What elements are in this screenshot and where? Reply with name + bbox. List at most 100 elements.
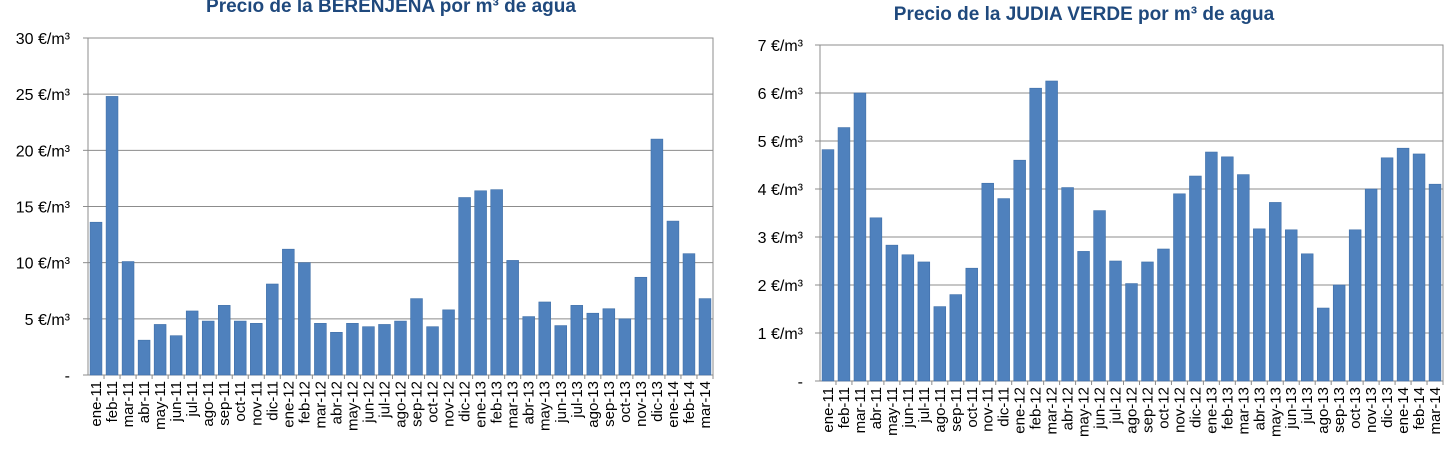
x-tick-label: dic-12 <box>457 381 474 422</box>
bar <box>234 320 247 376</box>
x-tick-label: oct-11 <box>232 381 249 422</box>
bar <box>217 305 231 376</box>
x-tick-label: jun-11 <box>900 387 917 429</box>
bar <box>153 324 167 376</box>
x-tick-label: ene-13 <box>1203 387 1220 434</box>
x-tick-label: mar-11 <box>852 387 869 433</box>
x-tick-label: mar-13 <box>1235 387 1252 435</box>
x-tick-label: feb-13 <box>1219 387 1236 430</box>
bar <box>506 260 519 376</box>
bar <box>426 326 439 376</box>
x-tick-label: jun-11 <box>168 381 185 423</box>
x-tick-label: oct-13 <box>617 381 634 423</box>
x-tick-label: mar-12 <box>1044 387 1061 435</box>
x-tick-label: ago-11 <box>932 387 949 433</box>
x-tick-label: abr-12 <box>328 381 345 424</box>
bar <box>570 305 584 376</box>
x-tick-label: ene-14 <box>1395 387 1412 434</box>
bar <box>105 96 119 376</box>
y-tick-label: 25 €/m³ <box>16 87 71 104</box>
x-tick-label: abr-13 <box>521 381 538 424</box>
x-tick-label: abr-11 <box>136 381 153 423</box>
bar <box>602 308 616 376</box>
bar <box>490 189 503 376</box>
bar <box>997 198 1010 382</box>
bar <box>981 182 994 382</box>
bar <box>1173 193 1186 382</box>
x-tick-label: jul-13 <box>569 381 586 419</box>
x-tick-label: feb-11 <box>836 387 853 428</box>
bar <box>650 138 664 376</box>
x-tick-label: feb-12 <box>296 381 313 424</box>
judia-verde-plot: - 1 €/m³ 2 €/m³ 3 €/m³ 4 €/m³ 5 €/m³ 6 €/m³ 7 €… <box>758 38 1444 437</box>
x-tick-label: sep-12 <box>1139 387 1156 433</box>
bar <box>917 261 931 382</box>
x-tick-label: abr-11 <box>868 387 885 429</box>
x-tick-label: mar-12 <box>312 381 329 429</box>
bar <box>458 197 471 376</box>
x-tick-label: nov-12 <box>1171 387 1188 433</box>
x-tick-label: ago-13 <box>1315 387 1332 434</box>
bar <box>1013 159 1026 382</box>
bar <box>137 339 151 376</box>
x-tick-label: jul-12 <box>376 381 393 419</box>
judia-verde-chart: Precio de la JUDIA VERDE por m³ de agua … <box>722 0 1446 452</box>
bar <box>185 310 199 376</box>
x-tick-label: dic-12 <box>1187 387 1204 428</box>
x-tick-label: mar-14 <box>1427 387 1444 435</box>
x-tick-label: sep-12 <box>409 381 426 427</box>
x-tick-label: jul-13 <box>1299 387 1316 425</box>
x-tick-label: mar-14 <box>697 381 714 429</box>
y-tick-label: 4 €/m³ <box>758 182 804 199</box>
x-tick-label: sep-11 <box>948 387 965 432</box>
bar <box>1061 187 1074 382</box>
bar <box>1285 229 1298 382</box>
x-tick-label: may-12 <box>1076 387 1093 437</box>
x-tick-label: dic-11 <box>996 387 1013 427</box>
bar <box>1348 229 1362 382</box>
bar <box>410 298 423 376</box>
bar <box>1396 147 1410 382</box>
bar <box>821 149 835 382</box>
bar <box>837 127 851 382</box>
x-tick-label: feb-12 <box>1028 387 1045 430</box>
bar <box>169 335 183 376</box>
y-tick-label: 20 €/m³ <box>16 143 71 160</box>
bar <box>618 318 632 376</box>
bar <box>933 306 947 382</box>
x-tick-label: oct-12 <box>1155 387 1172 429</box>
x-tick-label: ene-13 <box>473 381 490 428</box>
bar <box>474 190 487 376</box>
bar <box>538 301 551 376</box>
x-tick-label: nov-11 <box>248 381 265 426</box>
x-tick-label: mar-13 <box>505 381 522 429</box>
bar <box>1157 248 1170 382</box>
bar <box>554 325 567 376</box>
x-tick-label: jun-13 <box>553 381 570 424</box>
bar <box>1029 87 1042 382</box>
bar <box>362 326 375 376</box>
x-tick-label: feb-13 <box>489 381 506 424</box>
x-tick-label: may-12 <box>344 381 361 431</box>
x-tick-label: feb-11 <box>104 381 121 422</box>
bar <box>378 324 391 376</box>
bar <box>1125 283 1138 382</box>
x-tick-label: nov-13 <box>1363 387 1380 433</box>
bar <box>394 320 407 376</box>
x-tick-label: ago-13 <box>585 381 602 428</box>
x-tick-label: dic-13 <box>649 381 666 422</box>
x-tick-label: sep-11 <box>216 381 233 426</box>
x-tick-label: ene-12 <box>280 381 297 428</box>
y-tick-label: 1 €/m³ <box>758 326 804 343</box>
bar <box>1380 157 1394 382</box>
x-tick-label: may-11 <box>884 387 901 436</box>
bar <box>1093 210 1106 382</box>
x-tick-label: dic-13 <box>1379 387 1396 428</box>
bar <box>298 262 311 376</box>
x-tick-label: may-13 <box>1267 387 1284 437</box>
bar <box>682 253 696 376</box>
x-tick-label: jul-11 <box>184 381 201 418</box>
y-tick-label: 30 €/m³ <box>16 31 71 48</box>
x-tick-label: feb-14 <box>1411 387 1428 430</box>
bar <box>1332 284 1346 382</box>
